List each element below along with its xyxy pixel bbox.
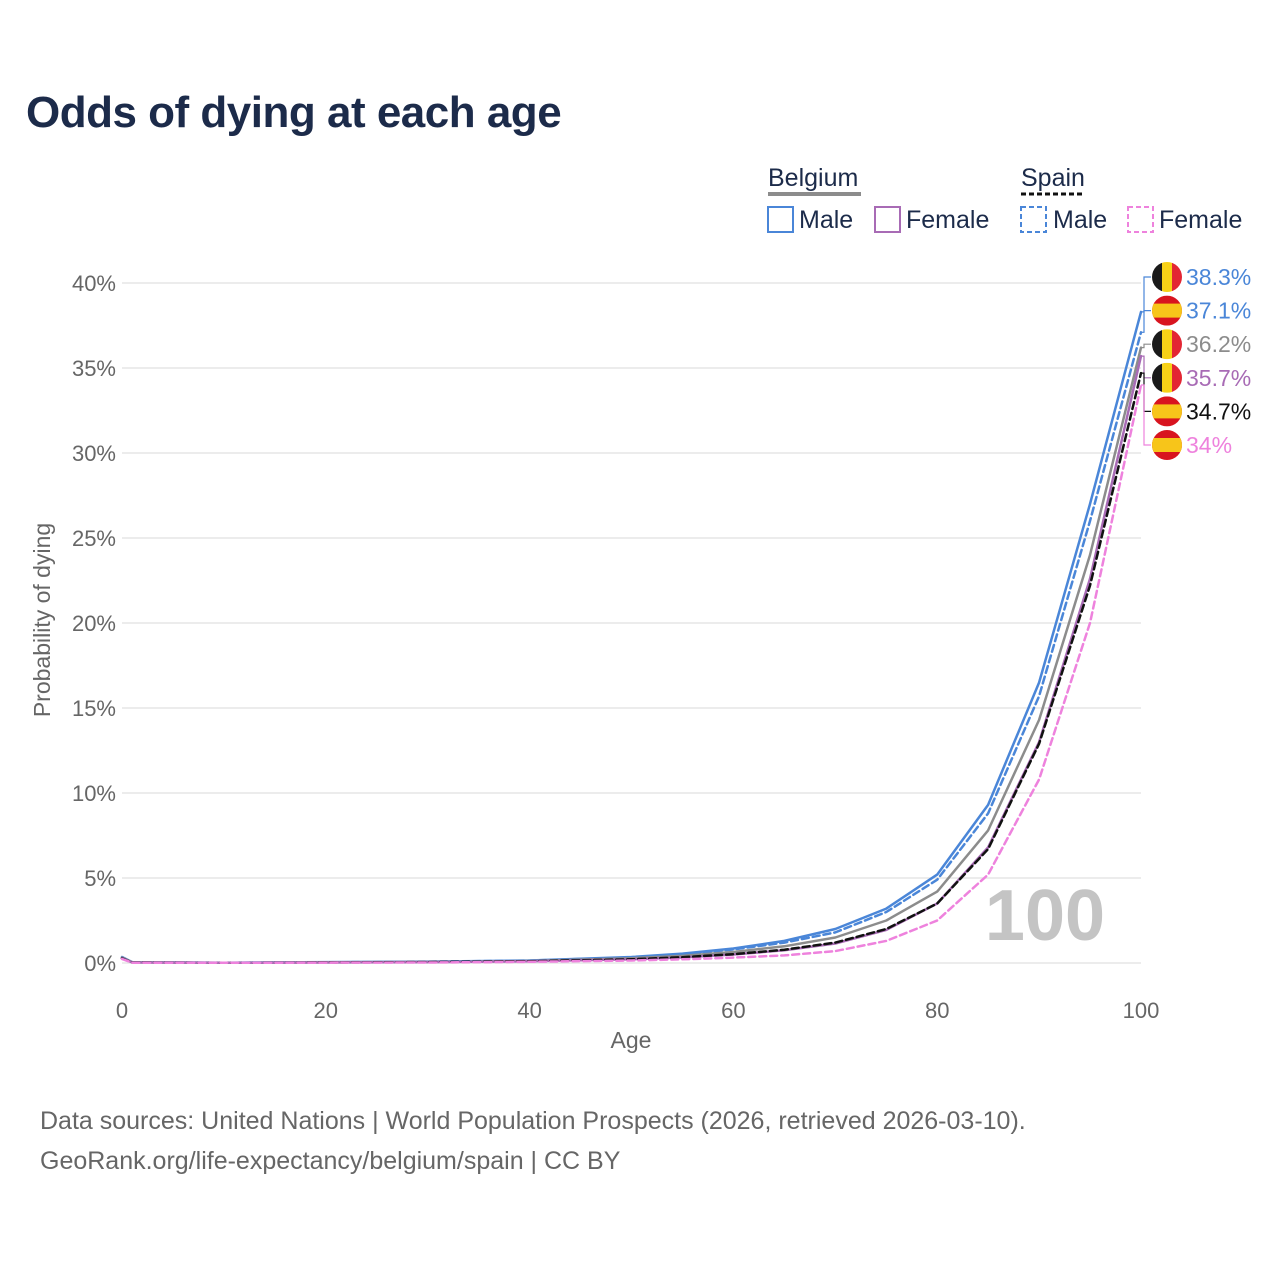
series-line-belgium-female (120, 354, 1143, 965)
series-line-belgium-male (120, 310, 1143, 964)
y-tick-label: 10% (72, 781, 116, 806)
chart-title: Odds of dying at each age (26, 88, 562, 137)
legend-label-spain-female[interactable]: Female (1159, 206, 1242, 234)
footer-link[interactable]: GeoRank.org/life-expectancy/belgium/spai… (40, 1147, 621, 1175)
legend-country-belgium: Belgium (768, 164, 858, 192)
y-tick-label: 0% (84, 951, 116, 976)
legend-label-belgium-male[interactable]: Male (799, 206, 853, 234)
end-label-value: 34% (1186, 432, 1232, 458)
end-label-connector (1141, 276, 1151, 313)
series-line-belgium-total (120, 346, 1143, 965)
y-tick-label: 15% (72, 696, 116, 721)
legend-label-spain-male[interactable]: Male (1053, 206, 1107, 234)
y-tick-label: 5% (84, 866, 116, 891)
legend-country-spain: Spain (1021, 164, 1085, 192)
y-tick-label: 30% (72, 441, 116, 466)
y-tick-label: 35% (72, 356, 116, 381)
y-axis-label: Probability of dying (29, 523, 55, 717)
spain-flag-icon (1152, 396, 1182, 427)
y-tick-label: 40% (72, 271, 116, 296)
end-label-connector (1141, 372, 1151, 412)
legend-swatch-spain-male[interactable] (1020, 206, 1047, 233)
end-labels: 38.3% 37.1% 36.2% 35.7% 34.7% 34% (1141, 262, 1251, 460)
legend: Belgium Spain Male Female Male Female (767, 164, 1242, 234)
legend-swatch-spain-female[interactable] (1127, 206, 1154, 233)
y-tick-label: 20% (72, 611, 116, 636)
belgium-flag-icon (1152, 262, 1182, 292)
belgium-flag-icon (1152, 362, 1182, 393)
y-tick-label: 25% (72, 526, 116, 551)
end-label-connector (1141, 310, 1151, 333)
x-tick-label: 60 (721, 998, 745, 1023)
spain-flag-icon (1152, 430, 1182, 460)
y-axis-ticks: 0% 5% 10% 15% 20% 25% 30% 35% 40% (72, 271, 116, 976)
gridlines (122, 282, 1141, 964)
legend-label-belgium-female[interactable]: Female (906, 206, 989, 234)
end-label-value: 36.2% (1186, 331, 1251, 357)
x-tick-label: 80 (925, 998, 949, 1023)
x-tick-label: 20 (314, 998, 338, 1023)
legend-swatch-belgium-male[interactable] (767, 206, 794, 233)
end-label-connector (1141, 343, 1151, 349)
end-label-connector (1141, 384, 1151, 446)
legend-swatch-belgium-female[interactable] (874, 206, 901, 233)
x-axis-label: Age (611, 1027, 652, 1053)
spain-flag-icon (1152, 295, 1182, 326)
series-lines (120, 310, 1143, 965)
belgium-flag-icon (1152, 329, 1182, 360)
year-watermark: 100 (985, 876, 1105, 956)
series-line-spain-female (120, 383, 1143, 965)
end-label-value: 34.7% (1186, 398, 1251, 424)
end-label-value: 38.3% (1186, 264, 1251, 290)
x-tick-label: 40 (517, 998, 541, 1023)
end-label-value: 37.1% (1186, 298, 1251, 324)
x-tick-label: 0 (116, 998, 128, 1023)
series-line-spain-male (120, 331, 1143, 965)
end-label-connector (1141, 355, 1151, 379)
end-label-value: 35.7% (1186, 365, 1251, 391)
x-axis-ticks: 0 20 40 60 80 100 (116, 998, 1159, 1023)
footer-source: Data sources: United Nations | World Pop… (40, 1107, 1026, 1135)
x-tick-label: 100 (1123, 998, 1160, 1023)
